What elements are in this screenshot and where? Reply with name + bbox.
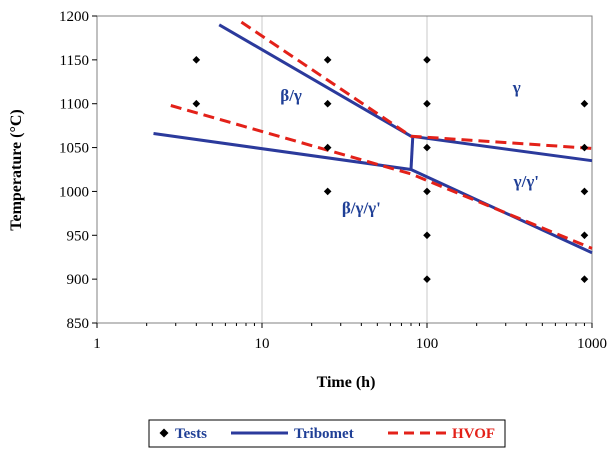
region-label: β/γ/γ' bbox=[342, 198, 381, 217]
grid-layer bbox=[261, 16, 428, 323]
y-tick-label: 900 bbox=[67, 272, 90, 288]
legend-tests-label: Tests bbox=[175, 426, 207, 442]
test-point bbox=[323, 56, 332, 64]
test-point bbox=[323, 99, 332, 108]
y-tick-label: 1050 bbox=[59, 141, 89, 157]
y-tick-label: 1000 bbox=[59, 184, 89, 200]
test-point bbox=[580, 187, 589, 196]
x-tick-label: 1 bbox=[93, 336, 101, 352]
test-point bbox=[580, 275, 589, 283]
region-label: β/γ bbox=[280, 86, 302, 105]
points-layer bbox=[192, 56, 589, 283]
test-point bbox=[423, 143, 431, 152]
test-point bbox=[580, 231, 589, 240]
region-label: γ bbox=[512, 78, 521, 97]
test-point bbox=[423, 231, 431, 240]
series-hvof-line bbox=[240, 20, 593, 150]
test-point bbox=[423, 99, 431, 108]
test-point bbox=[580, 99, 589, 108]
axes-layer: 850 900 950 1000 1050 1100 1150 1200 1 10 100 1000 bbox=[59, 9, 607, 352]
y-tick-label: 1200 bbox=[59, 9, 89, 25]
y-tick-label: 1150 bbox=[60, 53, 89, 69]
legend-hvof-label: HVOF bbox=[452, 426, 495, 442]
x-tick-label: 10 bbox=[255, 336, 270, 352]
legend-tests-marker bbox=[159, 428, 169, 438]
test-point bbox=[423, 275, 431, 283]
legend-tribomet-label: Tribomet bbox=[294, 426, 354, 442]
y-tick-label: 1100 bbox=[60, 97, 89, 113]
test-point bbox=[192, 56, 201, 64]
lines-layer bbox=[153, 20, 593, 255]
plot-frame bbox=[96, 15, 593, 324]
x-tick-label: 1000 bbox=[577, 336, 607, 352]
x-axis-title: Time (h) bbox=[317, 374, 376, 391]
test-point bbox=[323, 187, 332, 196]
region-label: γ/γ' bbox=[513, 172, 539, 191]
test-point bbox=[323, 143, 332, 152]
y-tick-label: 850 bbox=[67, 316, 90, 332]
legend: Tests Tribomet HVOF bbox=[148, 419, 506, 448]
y-tick-label: 950 bbox=[67, 228, 90, 244]
series-hvof-line bbox=[170, 104, 593, 250]
test-point bbox=[580, 143, 589, 152]
test-point bbox=[192, 99, 201, 108]
series-tribomet-line bbox=[409, 136, 415, 170]
test-point bbox=[423, 187, 431, 196]
x-tick-label: 100 bbox=[416, 336, 439, 352]
y-axis-title: Temperature (°C) bbox=[8, 109, 25, 230]
test-point bbox=[423, 56, 431, 64]
labels-layer: β/γ γ γ/γ' β/γ/γ' bbox=[280, 78, 539, 217]
